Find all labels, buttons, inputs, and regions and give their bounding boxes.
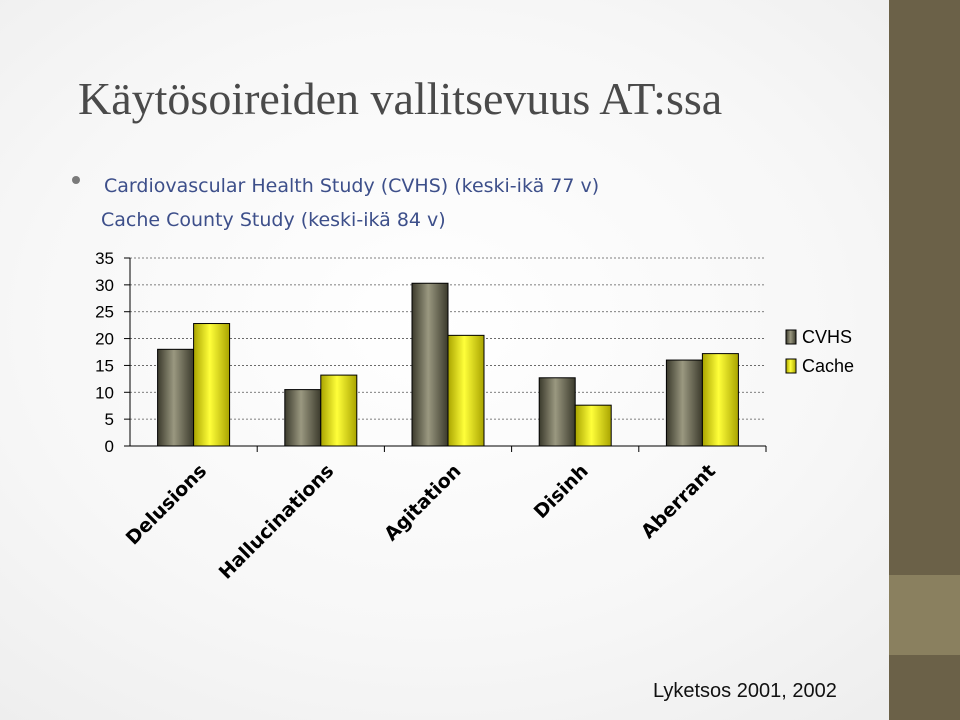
y-tick-label: 5 xyxy=(105,410,114,429)
x-category-label: Hallucinations xyxy=(215,460,339,584)
bar-cache-delusions xyxy=(193,323,231,447)
bar-cache-hallucinations xyxy=(320,374,358,447)
x-category-label: Aberrant xyxy=(637,460,720,543)
y-tick-label: 0 xyxy=(105,437,114,456)
bar-cache-aberrant xyxy=(701,353,739,447)
bar-cache-disinh xyxy=(574,404,612,447)
bar-cvhs-aberrant xyxy=(665,359,703,447)
decorative-side-band-accent xyxy=(889,575,960,655)
legend-label-cvhs: CVHS xyxy=(802,327,852,347)
subtitle-cache: Cache County Study (keski-ikä 84 v) xyxy=(101,209,446,231)
subtitle-cvhs: Cardiovascular Health Study (CVHS) (kesk… xyxy=(104,175,600,197)
bar-cvhs-disinh xyxy=(538,377,576,447)
y-tick-label: 15 xyxy=(95,356,114,375)
y-tick-label: 10 xyxy=(95,383,114,402)
bar-cache-agitation xyxy=(447,334,485,447)
legend-swatch-cache xyxy=(785,358,797,374)
y-tick-label: 25 xyxy=(95,303,114,322)
y-tick-label: 30 xyxy=(95,276,114,295)
x-category-label: Agitation xyxy=(380,460,465,545)
bar-cvhs-delusions xyxy=(157,348,195,447)
y-tick-label: 20 xyxy=(95,330,114,349)
bar-cvhs-hallucinations xyxy=(284,389,322,447)
source-citation: Lyketsos 2001, 2002 xyxy=(653,680,837,702)
legend-swatch-cvhs xyxy=(785,329,797,345)
x-category-label: Disinh xyxy=(530,460,593,523)
slide-title: Käytösoireiden vallitsevuus AT:ssa xyxy=(78,73,723,124)
x-category-label: Delusions xyxy=(122,460,211,549)
bar-cvhs-agitation xyxy=(411,282,449,447)
bullet-icon xyxy=(72,176,80,184)
legend-label-cache: Cache xyxy=(802,356,854,376)
y-tick-label: 35 xyxy=(95,249,114,268)
